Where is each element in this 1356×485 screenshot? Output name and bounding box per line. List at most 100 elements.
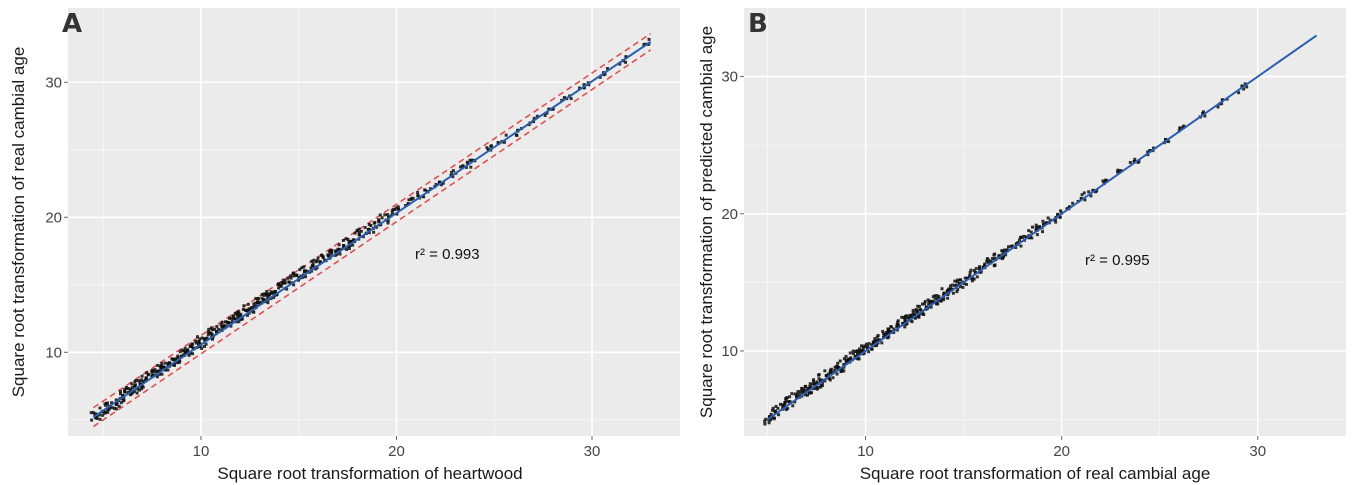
data-point bbox=[327, 254, 331, 258]
data-point bbox=[781, 403, 785, 407]
data-point bbox=[213, 327, 217, 331]
data-point bbox=[768, 418, 772, 422]
data-point bbox=[560, 98, 564, 102]
data-point bbox=[469, 165, 473, 169]
data-point bbox=[217, 327, 221, 331]
data-point bbox=[1148, 149, 1152, 153]
data-point bbox=[202, 344, 206, 348]
data-point bbox=[784, 399, 788, 403]
data-point bbox=[314, 267, 318, 271]
data-point bbox=[194, 339, 198, 343]
data-point bbox=[977, 266, 981, 270]
data-point bbox=[876, 333, 880, 337]
data-point bbox=[292, 274, 296, 278]
regression-line bbox=[92, 40, 652, 418]
data-point bbox=[164, 368, 168, 372]
data-point bbox=[245, 308, 249, 312]
data-point bbox=[935, 301, 939, 305]
data-point bbox=[647, 37, 651, 41]
data-point bbox=[140, 384, 144, 388]
data-point bbox=[136, 387, 140, 391]
data-point bbox=[93, 416, 97, 420]
data-point bbox=[215, 324, 219, 328]
data-point bbox=[829, 367, 833, 371]
data-point bbox=[256, 296, 260, 300]
data-point bbox=[543, 113, 547, 117]
data-point bbox=[227, 316, 231, 320]
data-point bbox=[856, 349, 860, 353]
data-point bbox=[383, 213, 387, 217]
data-point bbox=[1004, 253, 1008, 257]
data-point bbox=[1132, 160, 1136, 164]
data-point bbox=[334, 250, 338, 254]
data-point bbox=[972, 269, 976, 273]
data-point bbox=[1029, 230, 1033, 234]
data-point bbox=[451, 175, 455, 179]
data-point bbox=[820, 380, 824, 384]
data-point bbox=[167, 361, 171, 365]
data-point bbox=[929, 302, 933, 306]
data-point bbox=[885, 331, 889, 335]
data-point bbox=[183, 346, 187, 350]
data-point bbox=[953, 279, 957, 283]
data-point bbox=[137, 388, 141, 392]
data-point bbox=[769, 412, 773, 416]
data-point bbox=[1167, 140, 1171, 144]
data-point bbox=[826, 372, 830, 376]
y-axis-title: Square root transformation of real cambi… bbox=[9, 47, 28, 398]
data-point bbox=[333, 253, 337, 257]
data-point bbox=[254, 296, 258, 300]
data-point bbox=[110, 406, 114, 410]
data-point bbox=[285, 287, 289, 291]
data-point bbox=[963, 276, 967, 280]
data-point bbox=[176, 354, 180, 358]
data-point bbox=[130, 386, 134, 390]
data-point bbox=[281, 278, 285, 282]
data-point bbox=[126, 387, 130, 391]
data-point bbox=[877, 338, 881, 342]
data-point bbox=[946, 296, 950, 300]
data-point bbox=[390, 209, 394, 213]
data-point bbox=[485, 146, 489, 150]
data-point bbox=[359, 229, 363, 233]
data-point bbox=[98, 406, 102, 410]
data-point bbox=[166, 368, 170, 372]
data-point bbox=[337, 243, 341, 247]
data-point bbox=[562, 96, 566, 100]
data-point bbox=[819, 385, 823, 389]
data-point bbox=[348, 243, 352, 247]
data-point bbox=[937, 295, 941, 299]
data-point bbox=[200, 336, 204, 340]
data-point bbox=[194, 341, 198, 345]
data-point bbox=[804, 384, 808, 388]
data-point bbox=[814, 386, 818, 390]
data-point bbox=[809, 385, 813, 389]
data-point bbox=[1014, 246, 1018, 250]
data-point bbox=[238, 314, 242, 318]
data-point bbox=[923, 300, 927, 304]
data-point bbox=[964, 282, 968, 286]
data-point bbox=[235, 320, 239, 324]
data-point bbox=[464, 165, 468, 169]
data-point bbox=[1220, 102, 1224, 106]
data-point bbox=[870, 343, 874, 347]
data-point bbox=[289, 276, 293, 280]
data-point bbox=[104, 410, 108, 414]
data-point bbox=[803, 388, 807, 392]
data-point bbox=[942, 296, 946, 300]
data-point bbox=[907, 316, 911, 320]
data-point bbox=[123, 390, 127, 394]
data-point bbox=[504, 133, 508, 137]
data-point bbox=[1002, 250, 1006, 254]
data-point bbox=[1000, 249, 1004, 253]
data-point bbox=[1048, 218, 1052, 222]
data-point bbox=[1020, 235, 1024, 239]
data-point bbox=[1178, 126, 1182, 130]
data-point bbox=[250, 306, 254, 310]
data-point bbox=[210, 332, 214, 336]
data-point bbox=[795, 392, 799, 396]
data-point bbox=[278, 283, 282, 287]
data-point bbox=[110, 401, 114, 405]
data-point bbox=[1014, 242, 1018, 246]
data-point bbox=[903, 325, 907, 329]
